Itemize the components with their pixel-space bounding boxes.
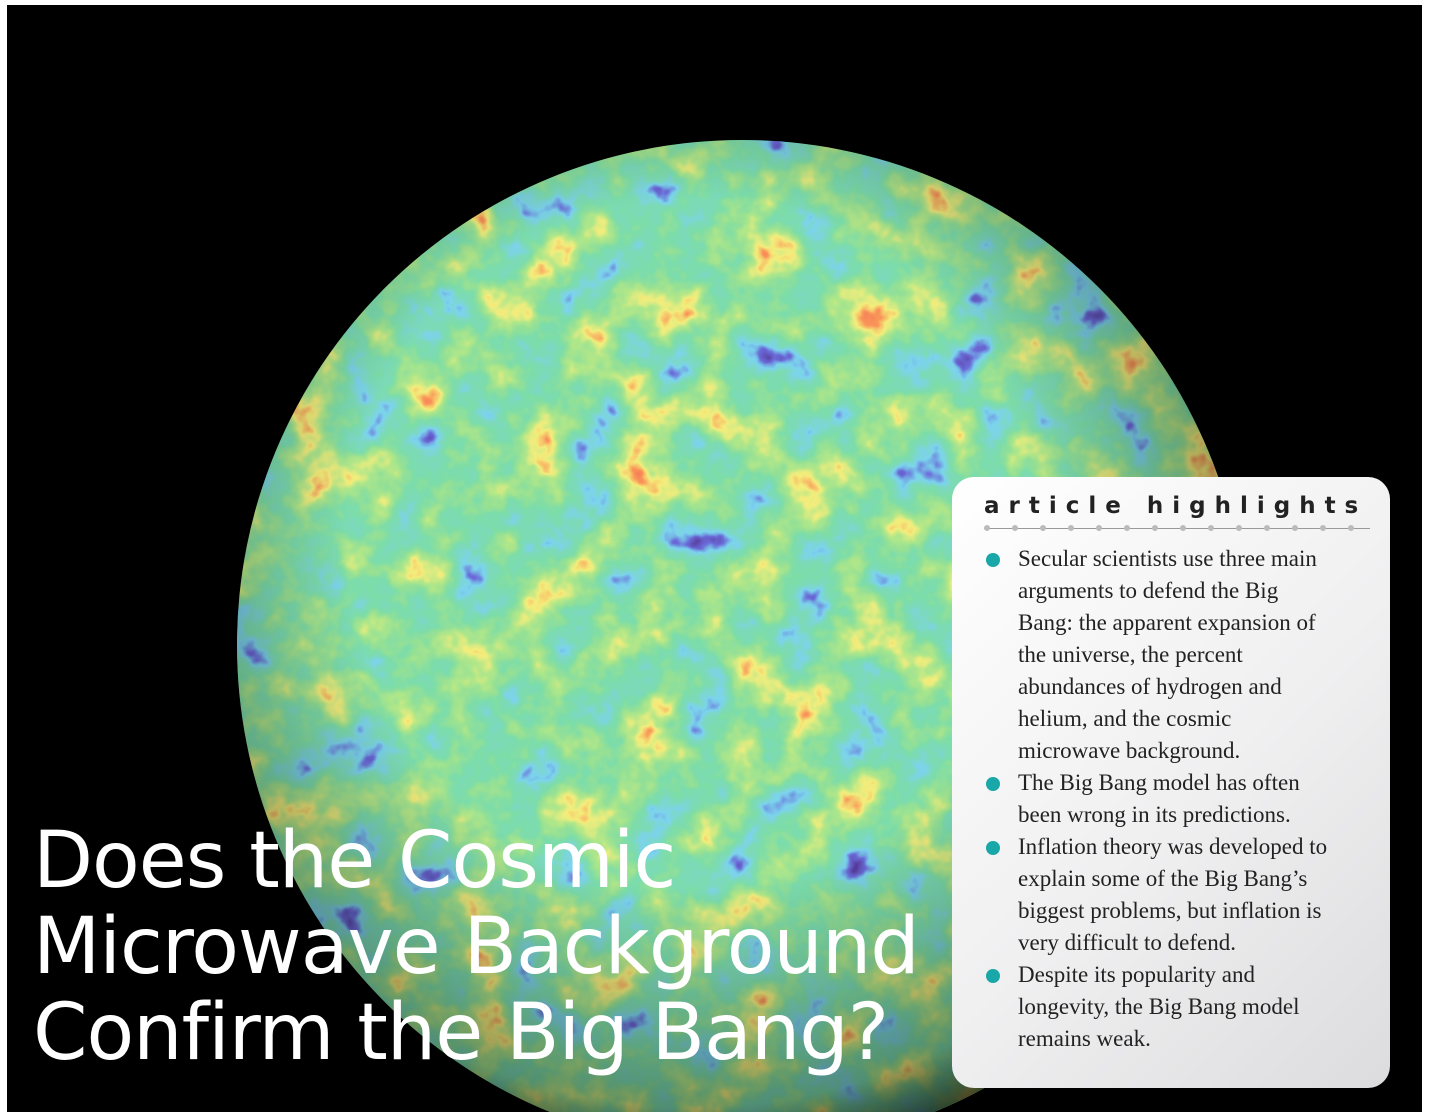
divider-dot — [1012, 525, 1018, 531]
divider-dot — [1208, 525, 1214, 531]
divider-dot — [1236, 525, 1242, 531]
divider-dot — [1096, 525, 1102, 531]
divider-dot — [1068, 525, 1074, 531]
highlights-heading: article highlights — [984, 493, 1368, 519]
highlight-item: Secular scientists use three main argume… — [984, 543, 1338, 767]
article-title: Does the Cosmic Microwave Background Con… — [33, 816, 920, 1078]
divider-dot — [1292, 525, 1298, 531]
highlight-item: Inflation theory was developed to explai… — [984, 831, 1338, 959]
divider-dot — [1152, 525, 1158, 531]
divider — [984, 523, 1370, 535]
divider-dot — [1124, 525, 1130, 531]
highlight-item: The Big Bang model has often been wrong … — [984, 767, 1338, 831]
highlight-item: Despite its popularity and longevity, th… — [984, 959, 1338, 1055]
divider-dot — [1264, 525, 1270, 531]
divider-dot — [984, 525, 990, 531]
divider-dot — [1320, 525, 1326, 531]
divider-dot — [1040, 525, 1046, 531]
divider-dot — [1180, 525, 1186, 531]
divider-dot — [1348, 525, 1354, 531]
highlights-box: article highlights Secular scientists us… — [952, 477, 1390, 1088]
highlights-list: Secular scientists use three main argume… — [984, 543, 1370, 1055]
